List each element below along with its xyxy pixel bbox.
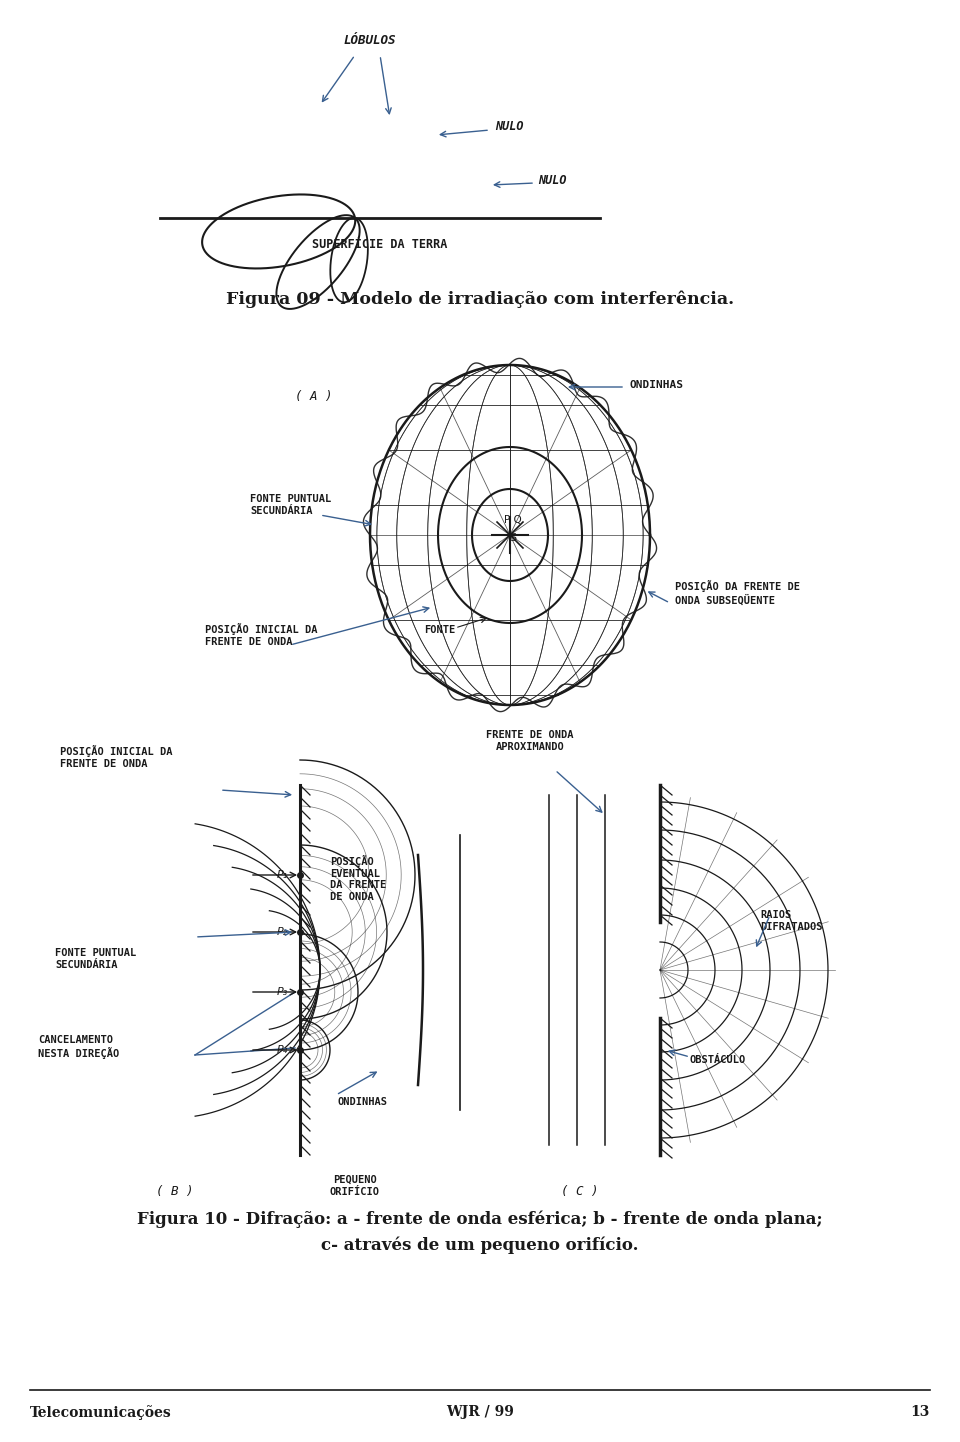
Text: LÓBULOS: LÓBULOS bbox=[344, 35, 396, 48]
Text: P Q: P Q bbox=[504, 515, 522, 525]
Text: 13: 13 bbox=[911, 1405, 930, 1419]
Text: S: S bbox=[510, 534, 516, 544]
Text: NULO: NULO bbox=[495, 121, 523, 134]
Text: P₂: P₂ bbox=[276, 927, 288, 937]
Text: SUPERFÍCIE DA TERRA: SUPERFÍCIE DA TERRA bbox=[312, 238, 447, 251]
Text: PEQUENO
ORIFÍCIO: PEQUENO ORIFÍCIO bbox=[330, 1175, 380, 1197]
Text: Figura 10 - Difração: a - frente de onda esférica; b - frente de onda plana;: Figura 10 - Difração: a - frente de onda… bbox=[137, 1210, 823, 1227]
Text: OBSTÁCULO: OBSTÁCULO bbox=[690, 1056, 746, 1066]
Text: FRENTE DE ONDA
APROXIMANDO: FRENTE DE ONDA APROXIMANDO bbox=[487, 730, 574, 751]
Text: ( C ): ( C ) bbox=[562, 1185, 599, 1198]
Text: POSIÇÃO DA FRENTE DE
ONDA SUBSEQÜENTE: POSIÇÃO DA FRENTE DE ONDA SUBSEQÜENTE bbox=[675, 580, 800, 606]
Text: FONTE PUNTUAL
SECUNDÁRIA: FONTE PUNTUAL SECUNDÁRIA bbox=[250, 495, 331, 516]
Text: RAIOS
DIFRATADOS: RAIOS DIFRATADOS bbox=[760, 910, 823, 932]
Text: CANCELAMENTO
NESTA DIREÇÃO: CANCELAMENTO NESTA DIREÇÃO bbox=[38, 1035, 119, 1058]
Text: ONDINHAS: ONDINHAS bbox=[338, 1097, 388, 1107]
Text: ( A ): ( A ) bbox=[295, 389, 332, 402]
Text: POSIÇÃO
EVENTUAL
DA FRENTE
DE ONDA: POSIÇÃO EVENTUAL DA FRENTE DE ONDA bbox=[330, 855, 386, 901]
Text: P₃: P₃ bbox=[276, 986, 288, 996]
Text: FONTE: FONTE bbox=[423, 624, 455, 634]
Text: POSIÇÃO INICIAL DA
FRENTE DE ONDA: POSIÇÃO INICIAL DA FRENTE DE ONDA bbox=[205, 623, 318, 647]
Text: POSIÇÃO INICIAL DA
FRENTE DE ONDA: POSIÇÃO INICIAL DA FRENTE DE ONDA bbox=[60, 746, 173, 769]
Text: WJR / 99: WJR / 99 bbox=[446, 1405, 514, 1419]
Text: Figura 09 - Modelo de irradiação com interferência.: Figura 09 - Modelo de irradiação com int… bbox=[226, 290, 734, 307]
Text: c- através de um pequeno orifício.: c- através de um pequeno orifício. bbox=[322, 1237, 638, 1255]
Text: ONDINHAS: ONDINHAS bbox=[630, 381, 684, 389]
Text: P₁: P₁ bbox=[276, 870, 288, 880]
Text: ( B ): ( B ) bbox=[156, 1185, 194, 1198]
Text: NULO: NULO bbox=[538, 173, 566, 186]
Text: Telecomunicações: Telecomunicações bbox=[30, 1405, 172, 1420]
Text: P₄: P₄ bbox=[276, 1045, 288, 1056]
Text: FONTE PUNTUAL
SECUNDÁRIA: FONTE PUNTUAL SECUNDÁRIA bbox=[55, 947, 136, 969]
